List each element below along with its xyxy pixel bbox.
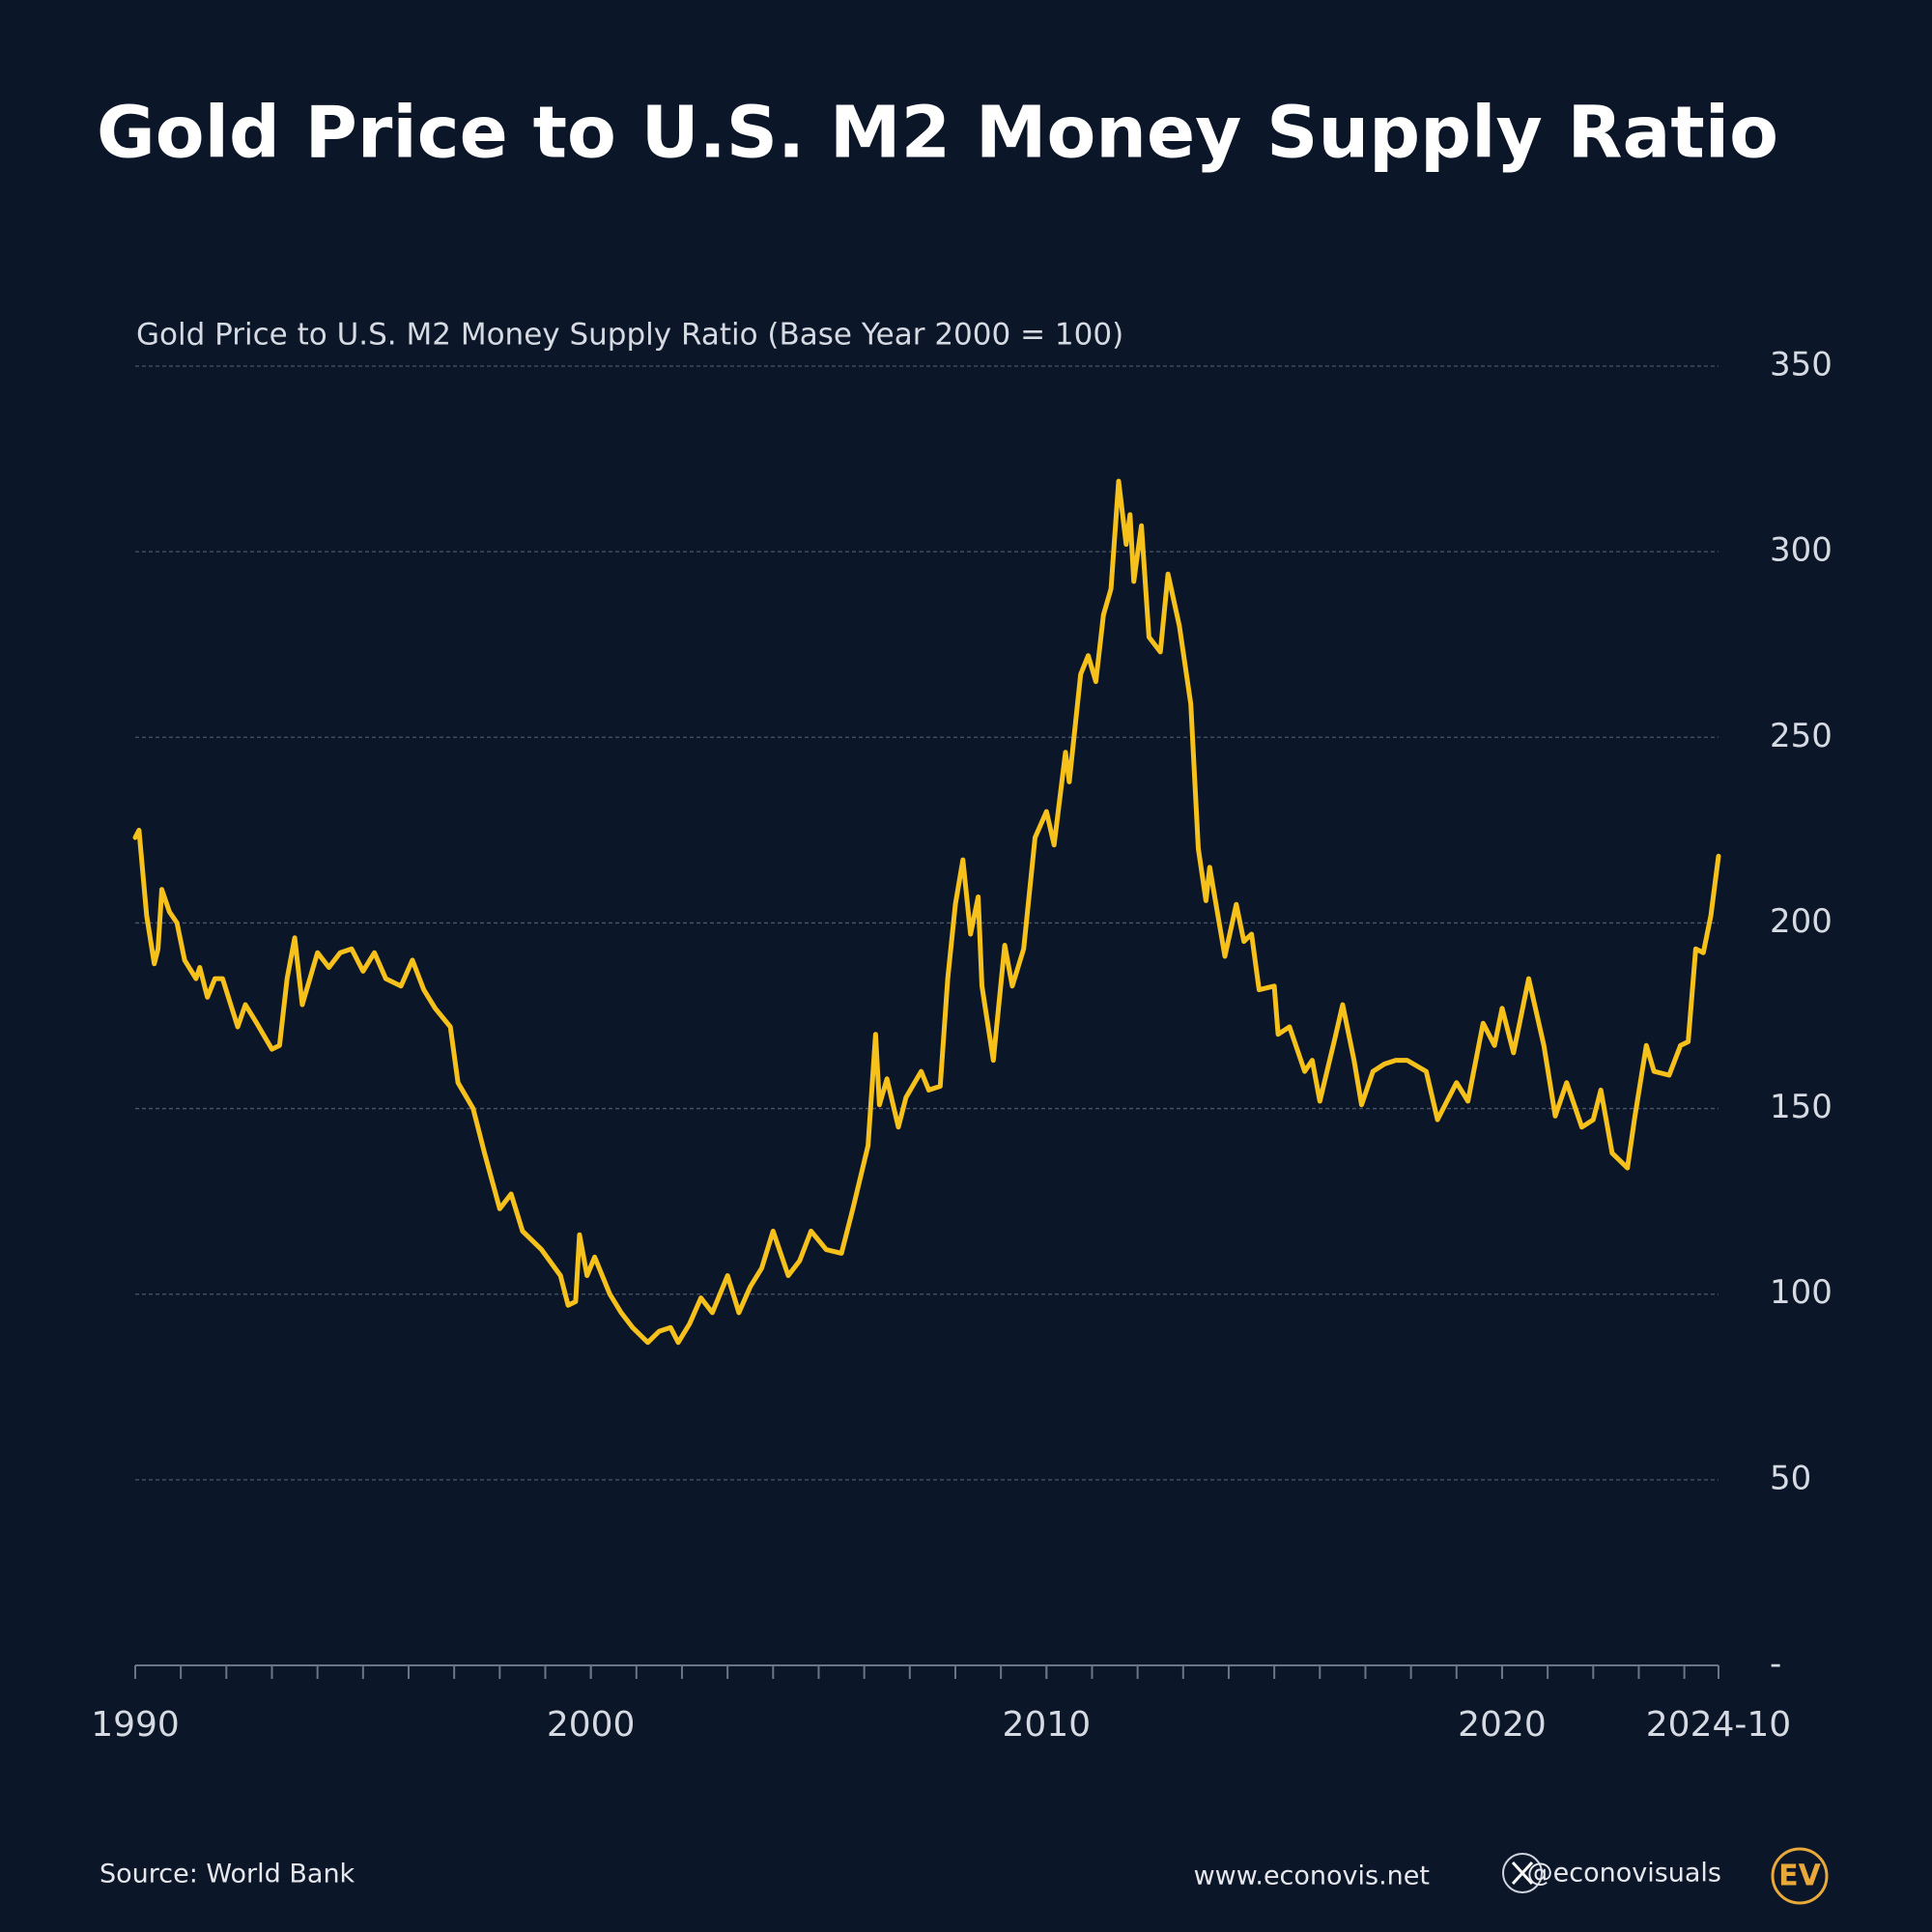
x-tick-label: 2024-10: [1646, 1705, 1791, 1745]
y-tick-label: 350: [1770, 346, 1833, 384]
x-tick-label: 2000: [547, 1705, 636, 1745]
chart-subtitle: Gold Price to U.S. M2 Money Supply Ratio…: [136, 318, 1123, 353]
y-tick-label: 250: [1770, 717, 1833, 755]
x-tick-label: 2010: [1002, 1705, 1091, 1745]
chart-title: Gold Price to U.S. M2 Money Supply Ratio: [97, 92, 1778, 175]
y-tick-label: 200: [1770, 902, 1833, 941]
logo-ring: [1771, 1847, 1829, 1905]
website: www.econovis.net: [1194, 1861, 1430, 1891]
y-tick-label: 150: [1770, 1088, 1833, 1126]
y-tick-label: 100: [1770, 1273, 1833, 1312]
y-tick-label: -: [1770, 1645, 1781, 1684]
data-line: [132, 478, 1721, 1346]
source: Source: World Bank: [99, 1860, 355, 1889]
x-icon: [1502, 1853, 1543, 1893]
logo: EV: [1778, 1860, 1821, 1893]
x-tick-label: 1990: [91, 1705, 180, 1745]
handle: @econovisuals: [1527, 1859, 1721, 1889]
y-tick-label: 50: [1770, 1459, 1811, 1497]
y-tick-label: 300: [1770, 531, 1833, 570]
x-tick-label: 2020: [1458, 1705, 1547, 1745]
